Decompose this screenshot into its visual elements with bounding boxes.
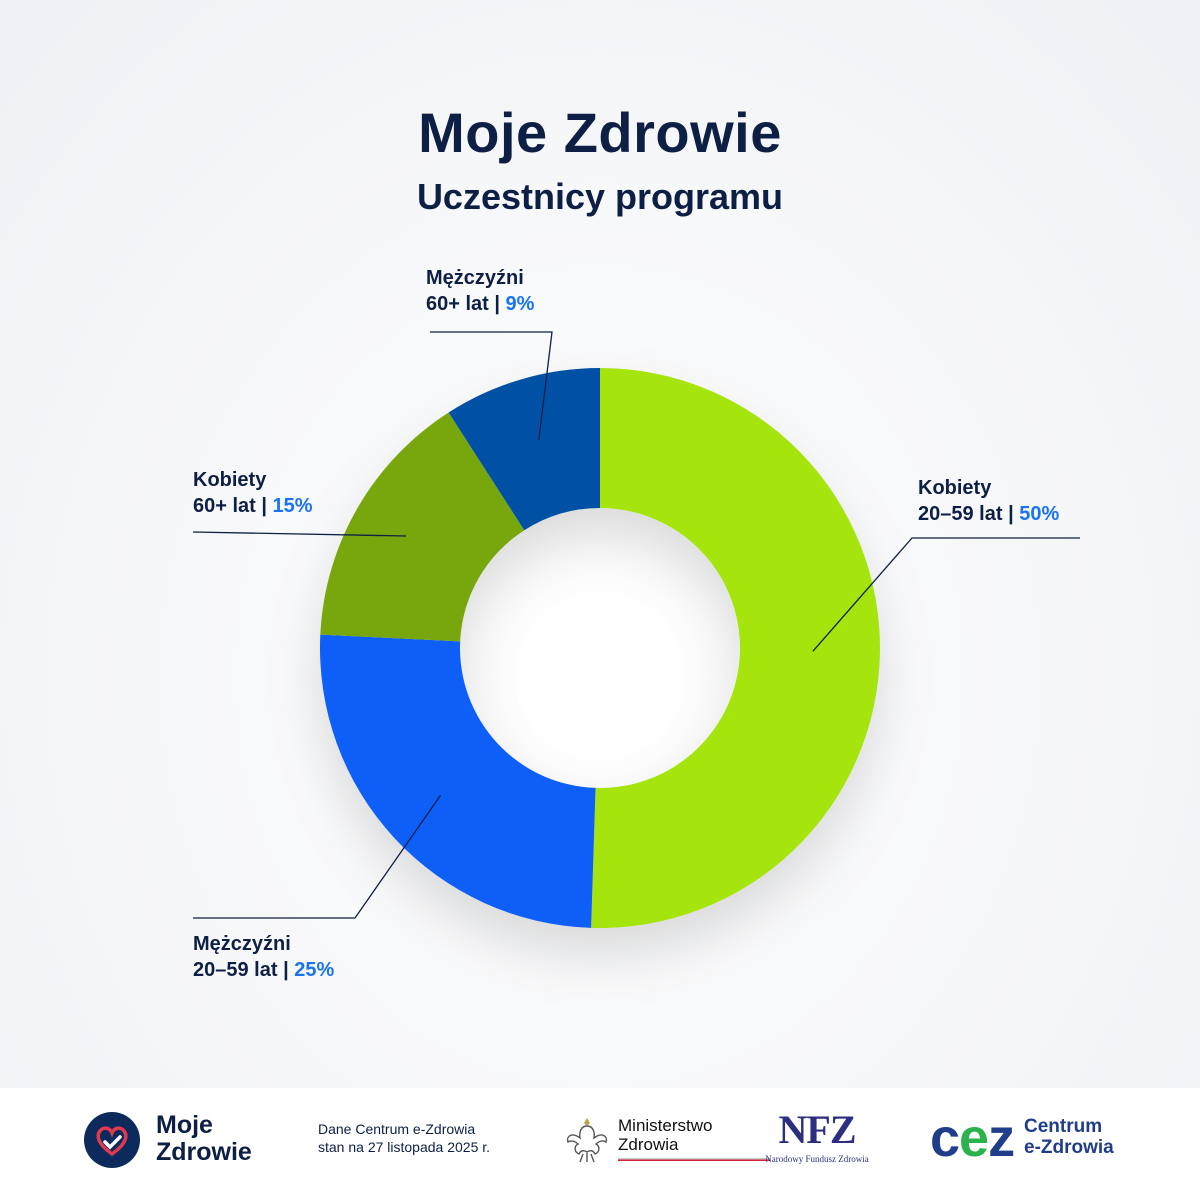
slice-label-name-1: Mężczyźni	[193, 933, 291, 955]
slice-label-group-1: 20–59 lat | 25%	[193, 959, 334, 981]
ministry-line1: Ministerstwo	[618, 1116, 713, 1135]
chart-labels: Kobiety 20–59 lat | 50% Mężczyźni 20–59 lat…	[193, 267, 1059, 981]
footer: Moje Zdrowie Dane Centrum e-Zdrowia stan…	[0, 1088, 1200, 1200]
chart-leader-lines	[192, 331, 1080, 919]
moje-zdrowie-line2: Zdrowie	[156, 1138, 252, 1166]
slice-3	[448, 368, 600, 531]
slice-label-group-2: 60+ lat | 15%	[193, 495, 313, 517]
slice-label-percent-3: 9%	[506, 293, 535, 315]
nfz-logo[interactable]: NFZ Narodowy Fundusz Zdrowia	[752, 1110, 882, 1170]
heart-icon	[84, 1112, 140, 1168]
slice-label-name-0: Kobiety	[918, 477, 992, 499]
slice-0	[591, 368, 881, 928]
page-subtitle: Uczestnicy programu	[416, 176, 784, 217]
slice-2	[320, 412, 525, 642]
slice-label-group-3: 60+ lat | 9%	[426, 293, 535, 315]
data-source-line2: stan na 27 listopada 2025 r.	[318, 1139, 491, 1155]
slice-label-percent-1: 25%	[294, 959, 334, 981]
slice-label-name-3: Mężczyźni	[426, 267, 524, 289]
ministry-logo[interactable]: Ministerstwo Zdrowia	[562, 1112, 770, 1172]
leader-line-2	[192, 531, 407, 537]
moje-zdrowie-logo[interactable]: Moje Zdrowie	[84, 1110, 284, 1170]
slice-1	[320, 634, 596, 928]
slice-label-percent-2: 15%	[273, 495, 313, 517]
cez-mark: cez	[930, 1108, 1015, 1168]
slice-label-group-0: 20–59 lat | 50%	[918, 503, 1059, 525]
data-source-line1: Dane Centrum e-Zdrowia	[318, 1121, 476, 1137]
donut-chart: Kobiety 20–59 lat | 50% Mężczyźni 20–59 lat…	[192, 267, 1080, 981]
eagle-icon	[566, 1118, 608, 1163]
cez-logo[interactable]: cez Centrum e-Zdrowia	[930, 1108, 1130, 1172]
nfz-name: Narodowy Fundusz Zdrowia	[765, 1154, 869, 1164]
data-source-note: Dane Centrum e-Zdrowia stan na 27 listop…	[318, 1120, 490, 1156]
leader-line-3	[430, 331, 553, 440]
leader-line-0	[812, 537, 1080, 652]
nfz-mark: NFZ	[778, 1107, 857, 1152]
chart-slices	[320, 368, 881, 928]
moje-zdrowie-line1: Moje	[156, 1111, 213, 1139]
ministry-line2: Zdrowia	[618, 1135, 679, 1154]
page-title: Moje Zdrowie	[418, 101, 782, 164]
cez-line1: Centrum	[1024, 1116, 1103, 1137]
slice-label-name-2: Kobiety	[193, 469, 267, 491]
leader-line-1	[193, 794, 442, 919]
ministry-flag-bar	[618, 1158, 770, 1161]
cez-line2: e-Zdrowia	[1024, 1137, 1114, 1158]
slice-label-percent-0: 50%	[1019, 503, 1059, 525]
